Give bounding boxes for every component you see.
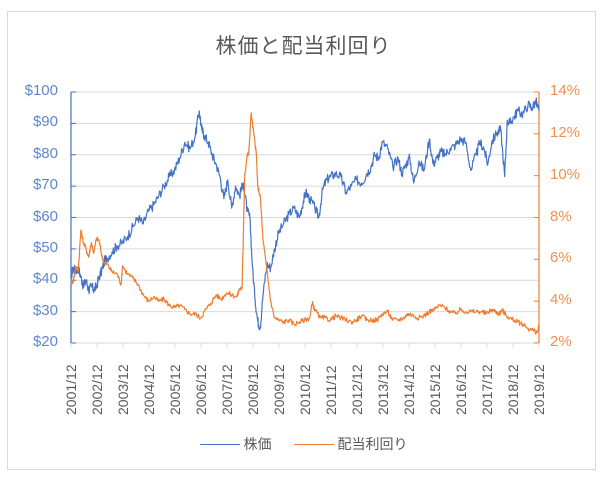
series-line-yield <box>70 112 540 335</box>
legend: 株価 配当利回り <box>0 434 607 454</box>
legend-item-price: 株価 <box>199 434 272 454</box>
y-left-tick-label: $20 <box>32 333 58 350</box>
x-tick-label: 2017/12 <box>479 364 495 415</box>
x-tick-label: 2011/12 <box>323 365 339 415</box>
x-tick-label: 2016/12 <box>453 364 469 415</box>
x-tick-label: 2015/12 <box>427 364 443 415</box>
y-left-tick-label: $80 <box>32 144 58 162</box>
x-tick-label: 2008/12 <box>245 364 261 415</box>
x-tick-label: 2004/12 <box>141 364 157 415</box>
y-right-tick-label: 4% <box>550 291 572 309</box>
chart-frame <box>7 11 596 470</box>
chart-title: 株価と配当利回り <box>215 34 392 58</box>
y-left-tick-label: $90 <box>32 113 58 131</box>
y-left-tick-label: $100 <box>24 82 58 99</box>
x-tick-label: 2001/12 <box>63 364 79 415</box>
y-right-tick-label: 10% <box>550 165 581 183</box>
x-tick-label: 2018/12 <box>505 364 521 415</box>
x-tick-label: 2010/12 <box>297 364 313 415</box>
x-tick-label: 2006/12 <box>193 364 209 415</box>
y-left-tick-label: $50 <box>32 238 58 256</box>
legend-swatch-yield <box>293 443 334 445</box>
y-right-tick-label: 8% <box>550 207 572 225</box>
legend-label-yield: 配当利回り <box>337 437 408 453</box>
legend-label-price: 株価 <box>243 437 272 453</box>
legend-swatch-price <box>199 443 240 445</box>
y-left-tick-label: $40 <box>32 270 58 288</box>
y-right-tick-label: 6% <box>550 249 572 267</box>
x-tick-label: 2003/12 <box>115 364 131 415</box>
y-left-tick-label: $70 <box>32 176 58 194</box>
x-tick-label: 2019/12 <box>531 364 547 415</box>
y-left-tick-label: $30 <box>32 301 58 319</box>
x-tick-label: 2005/12 <box>167 364 183 415</box>
x-tick-label: 2007/12 <box>219 364 235 415</box>
y-right-tick-label: 12% <box>550 123 581 141</box>
y-left-tick-label: $60 <box>32 207 58 225</box>
x-tick-label: 2014/12 <box>401 364 417 415</box>
x-tick-label: 2002/12 <box>89 364 105 415</box>
y-right-tick-label: 14% <box>550 82 581 99</box>
x-tick-label: 2012/12 <box>349 364 365 415</box>
legend-item-yield: 配当利回り <box>293 434 408 454</box>
x-tick-label: 2009/12 <box>271 364 287 415</box>
series-line-price <box>70 97 540 331</box>
y-right-tick-label: 2% <box>550 333 572 350</box>
x-tick-label: 2013/12 <box>375 364 391 415</box>
